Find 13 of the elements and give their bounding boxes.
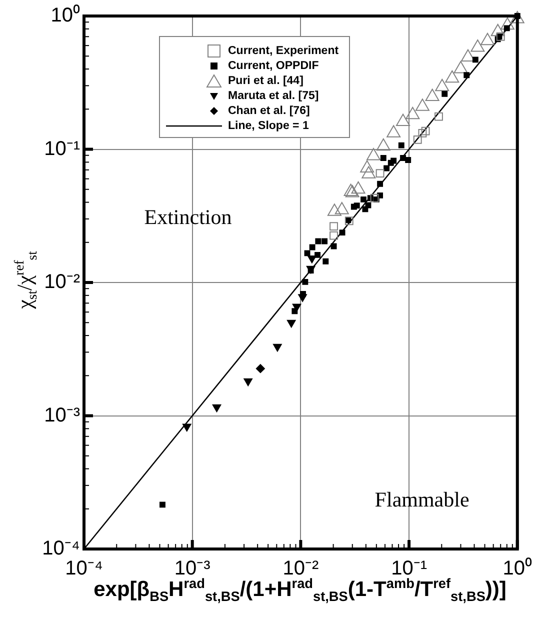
legend-label: Chan et al. [76] <box>228 104 310 116</box>
legend-label: Line, Slope = 1 <box>228 120 309 132</box>
y-tick-label: 10⁰ <box>50 4 80 27</box>
annotation: Flammable <box>374 488 470 512</box>
legend-label: Maruta et al. [75] <box>228 90 319 102</box>
y-tick-label: 10⁻¹ <box>44 138 80 160</box>
legend-label: Puri et al. [44] <box>228 74 304 86</box>
annotation: Extinction <box>144 205 232 230</box>
legend-label: Current, OPPDIF <box>228 60 319 72</box>
y-tick-label: 10⁻⁴ <box>42 538 80 560</box>
y-tick-label: 10⁻² <box>44 271 80 294</box>
legend-label: Current, Experiment <box>228 44 339 56</box>
y-tick-label: 10⁻³ <box>44 404 80 426</box>
